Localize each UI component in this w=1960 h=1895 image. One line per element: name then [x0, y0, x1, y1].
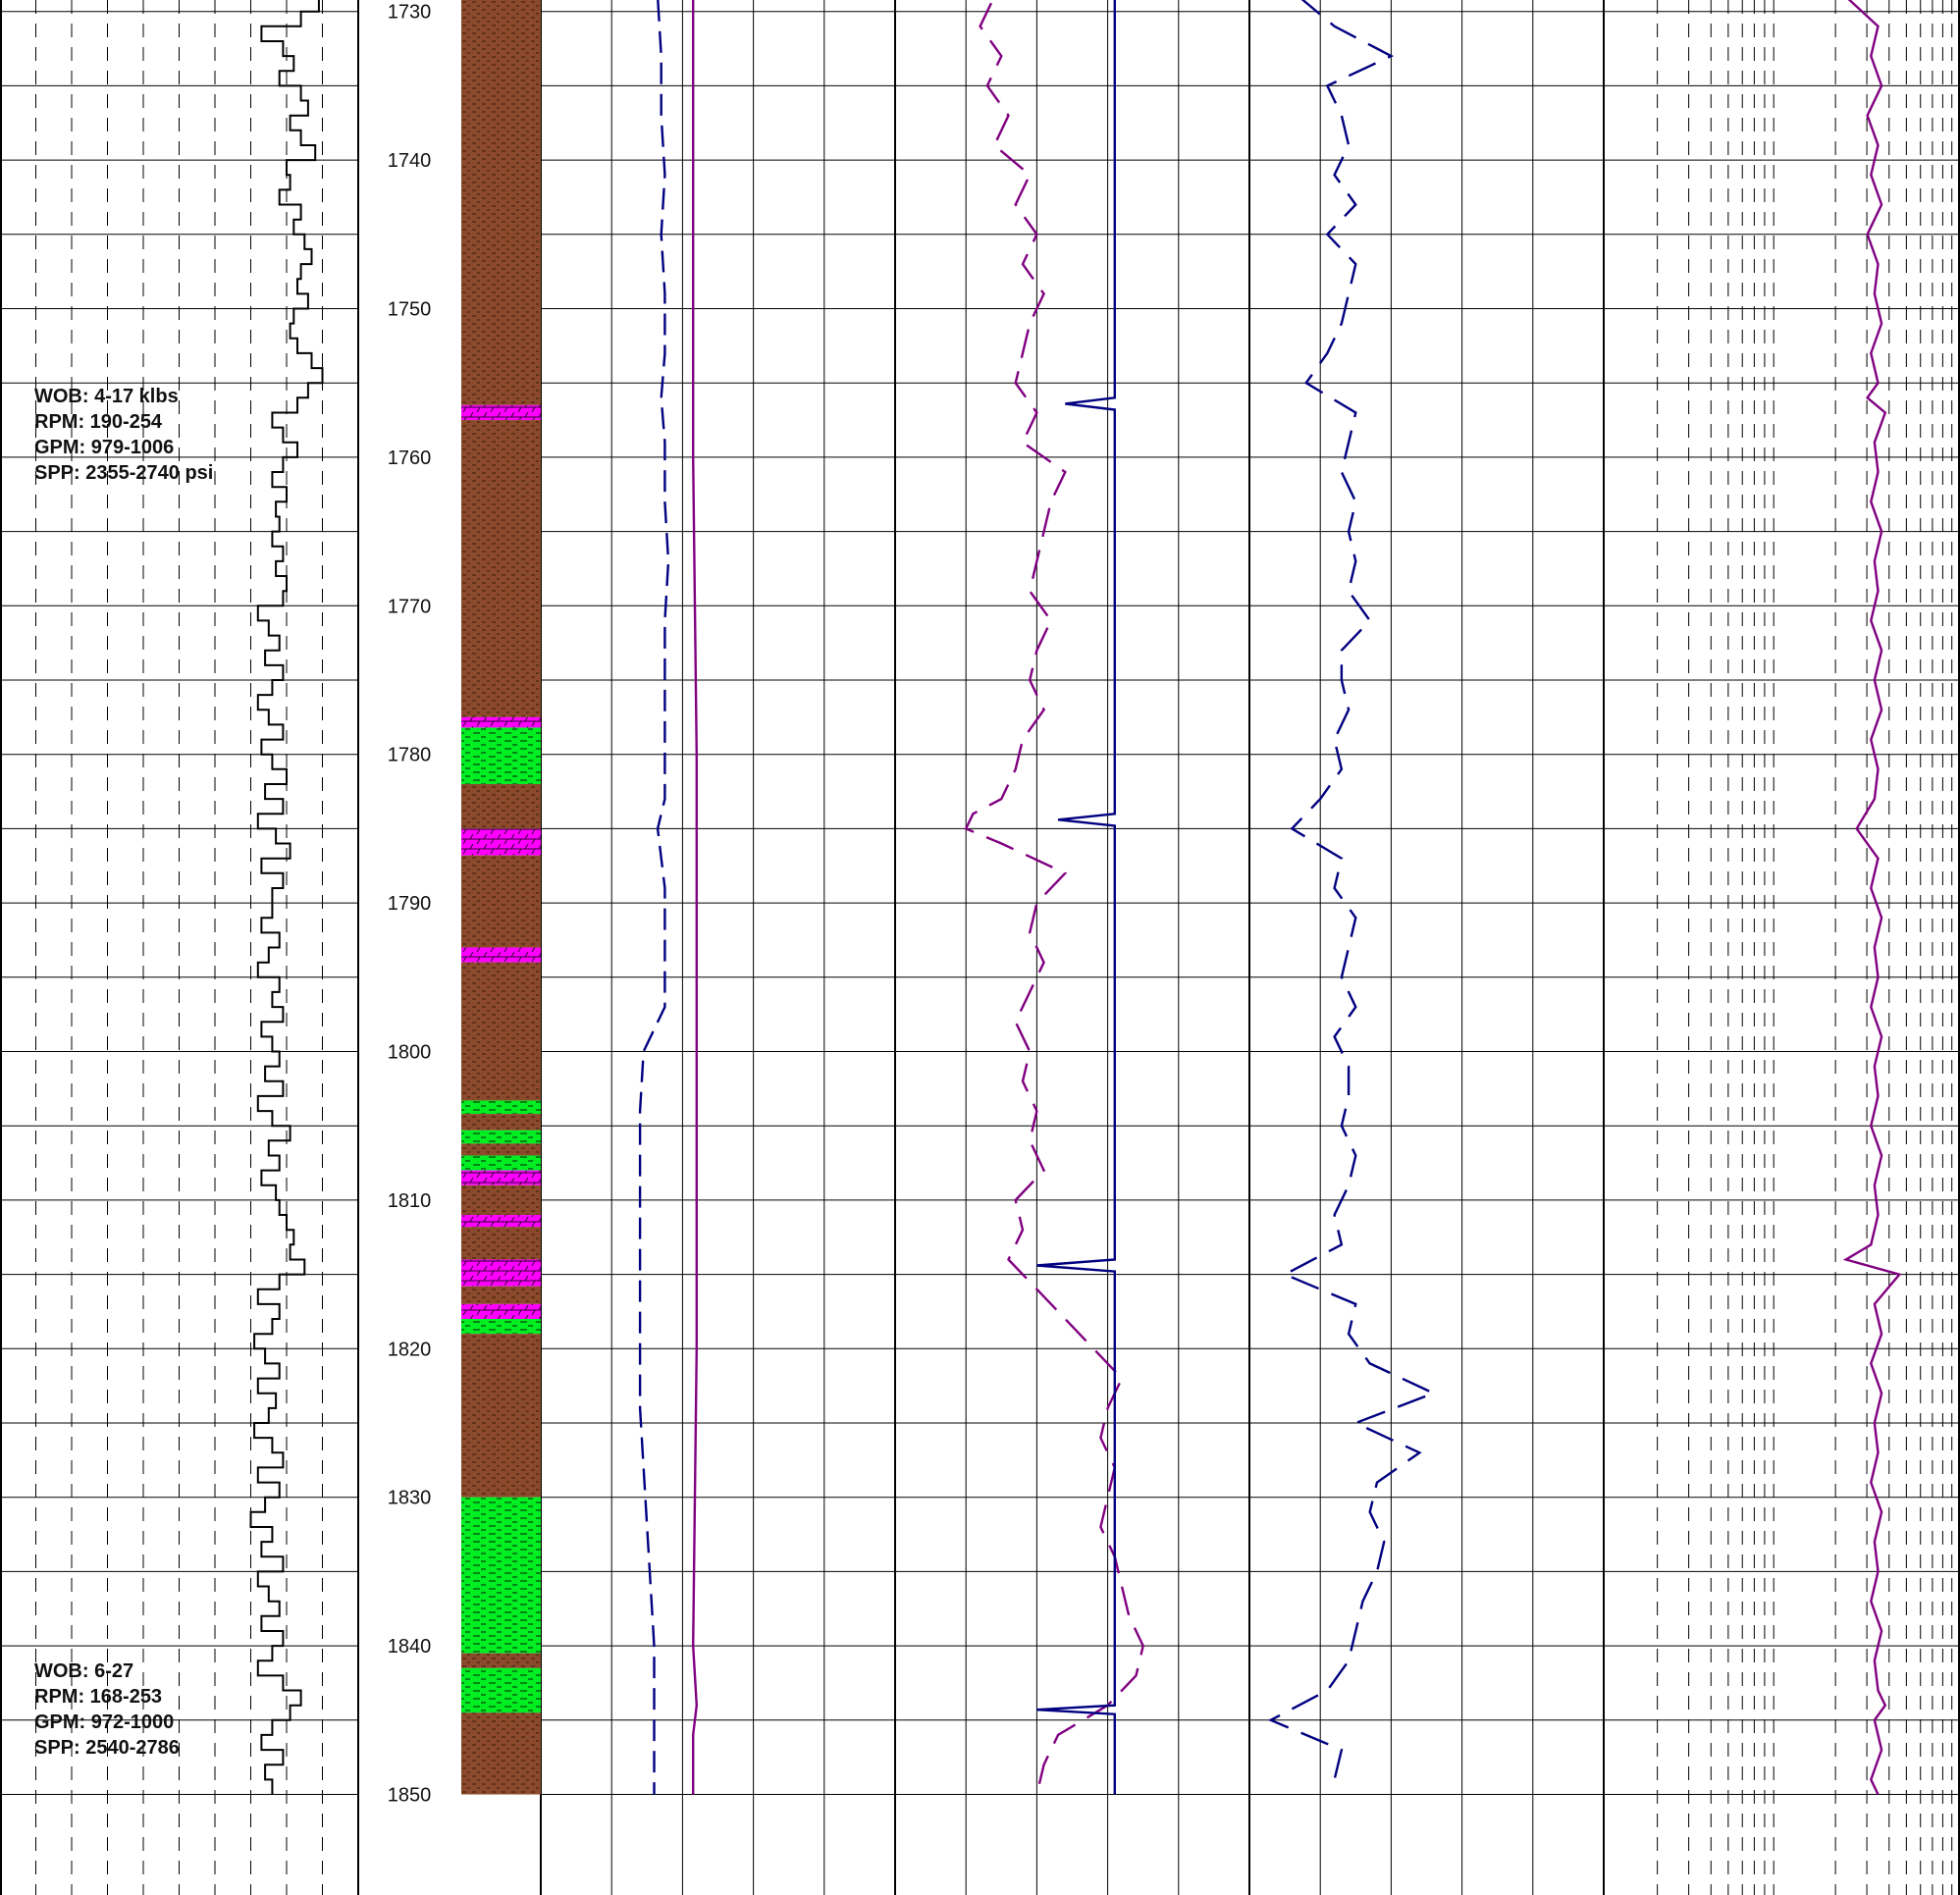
lithology-interval-magenta: [461, 1170, 541, 1185]
lithology-interval-magenta: [461, 828, 541, 856]
depth-tick-label: 1800: [388, 1042, 432, 1064]
curve-track6-7: [1842, 0, 1902, 1796]
depth-tick-label: 1830: [388, 1488, 432, 1509]
lithology-interval-magenta: [461, 1259, 541, 1287]
drilling-note-line: GPM: 972-1000: [34, 1711, 175, 1733]
depth-tick-label: 1760: [388, 447, 432, 469]
lithology-interval-green: [461, 1497, 541, 1654]
curve-track5-6: [1267, 0, 1437, 1780]
lithology-interval-magenta: [461, 1303, 541, 1320]
lithology-interval-brown: [461, 420, 541, 717]
lithology-interval-brown: [461, 855, 541, 948]
depth-tick-label: 1810: [388, 1190, 432, 1212]
lithology-interval-brown: [461, 1286, 541, 1304]
lithology-interval-green: [461, 1319, 541, 1335]
curve-layer: [249, 0, 1902, 1796]
curve-track4-4: [964, 0, 1144, 1795]
lithology-interval-brown: [461, 1227, 541, 1260]
drilling-note-line: GPM: 979-1006: [34, 437, 175, 458]
depth-tick-label: 1780: [388, 745, 432, 766]
lithology-interval-magenta: [461, 716, 541, 728]
lithology-interval-green: [461, 1155, 541, 1171]
depth-tick-label: 1750: [388, 299, 432, 321]
lithology-interval-brown: [461, 0, 541, 405]
lithology-interval-green: [461, 1667, 541, 1713]
drilling-note-line: WOB: 4-17 klbs: [34, 386, 179, 407]
curve-track3-3: [691, 0, 699, 1795]
lithology-interval-brown: [461, 1114, 541, 1131]
drilling-note-lower: WOB: 6-27 RPM: 168-253 GPM: 972-1000 SPP: 2…: [34, 1658, 180, 1761]
lithology-interval-green: [461, 727, 541, 784]
lithology-interval-brown: [461, 783, 541, 829]
depth-tick-label: 1840: [388, 1636, 432, 1658]
curve-track4-5: [1036, 0, 1116, 1795]
lithology-interval-green: [461, 1100, 541, 1115]
drilling-note-upper: WOB: 4-17 klbs RPM: 190-254 GPM: 979-1006 S…: [34, 384, 213, 486]
depth-tick-label: 1770: [388, 596, 432, 617]
drilling-note-line: SPP: 2355-2740 psi: [34, 462, 214, 484]
depth-tick-labels: 1730 1740 1750 1760 1770 1780 1790 1800 1810 1820…: [388, 2, 432, 1807]
lithology-interval-brown: [461, 962, 541, 1101]
depth-tick-label: 1790: [388, 893, 432, 915]
depth-tick-label: 1730: [388, 2, 432, 24]
drilling-note-line: WOB: 6-27: [34, 1660, 134, 1682]
curve-track3-2: [638, 0, 670, 1795]
depth-tick-label: 1740: [388, 150, 432, 172]
depth-tick-label: 1820: [388, 1339, 432, 1360]
drilling-note-line: SPP: 2540-2786: [34, 1737, 180, 1759]
curve-track1-1: [249, 0, 324, 1795]
lithology-interval-magenta: [461, 947, 541, 963]
lithology-interval-brown: [461, 1712, 541, 1795]
lithology-interval-brown: [461, 1653, 541, 1668]
lithology-interval-brown: [461, 1143, 541, 1156]
lithology-interval-magenta: [461, 1215, 541, 1228]
lithology-interval-brown: [461, 1184, 541, 1216]
depth-tick-label: 1850: [388, 1785, 432, 1807]
lithology-column: [461, 0, 541, 1795]
lithology-interval-brown: [461, 1334, 541, 1498]
lithology-interval-green: [461, 1130, 541, 1144]
drilling-note-line: RPM: 190-254: [34, 411, 163, 433]
drilling-note-line: RPM: 168-253: [34, 1686, 163, 1708]
lithology-interval-magenta: [461, 404, 541, 421]
